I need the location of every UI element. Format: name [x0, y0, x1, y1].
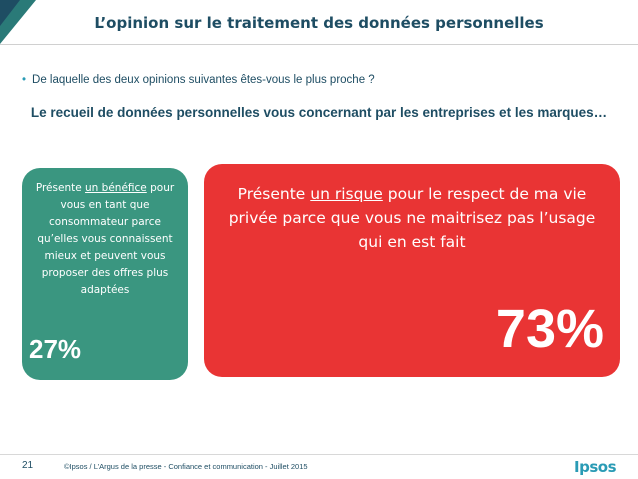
footer-copyright: ©Ipsos / L’Argus de la presse - Confianc…: [64, 462, 308, 471]
ipsos-logo: Ipsos: [574, 458, 616, 476]
risk-option-card: Présente un risque pour le respect de ma…: [204, 164, 620, 377]
risk-percent: 73%: [495, 299, 604, 359]
benefit-underlined: un bénéfice: [85, 182, 147, 194]
corner-decoration-dark: [0, 0, 20, 26]
benefit-percent: 27%: [29, 334, 82, 364]
benefit-prefix: Présente: [35, 182, 86, 194]
statement-heading: Le recueil de données personnelles vous …: [30, 105, 608, 120]
risk-prefix: Présente: [237, 185, 311, 203]
question-text: De laquelle des deux opinions suivantes …: [32, 74, 375, 86]
risk-option-text: Présente un risque pour le respect de ma…: [218, 182, 606, 254]
benefit-option-card: Présente un bénéfice pour vous en tant q…: [22, 168, 188, 380]
benefit-suffix: pour vous en tant que consommateur parce…: [37, 182, 175, 296]
title-divider: [0, 44, 638, 45]
footer-divider: [0, 454, 638, 455]
page-title: L’opinion sur le traitement des données …: [94, 14, 544, 32]
risk-suffix: pour le respect de ma vie privée parce q…: [228, 185, 596, 251]
survey-question: • De laquelle des deux opinions suivantes…: [22, 74, 375, 86]
page-number: 21: [22, 460, 34, 471]
benefit-option-text: Présente un bénéfice pour vous en tant q…: [30, 180, 180, 299]
bullet-icon: •: [22, 74, 27, 86]
risk-underlined: un risque: [310, 185, 383, 203]
